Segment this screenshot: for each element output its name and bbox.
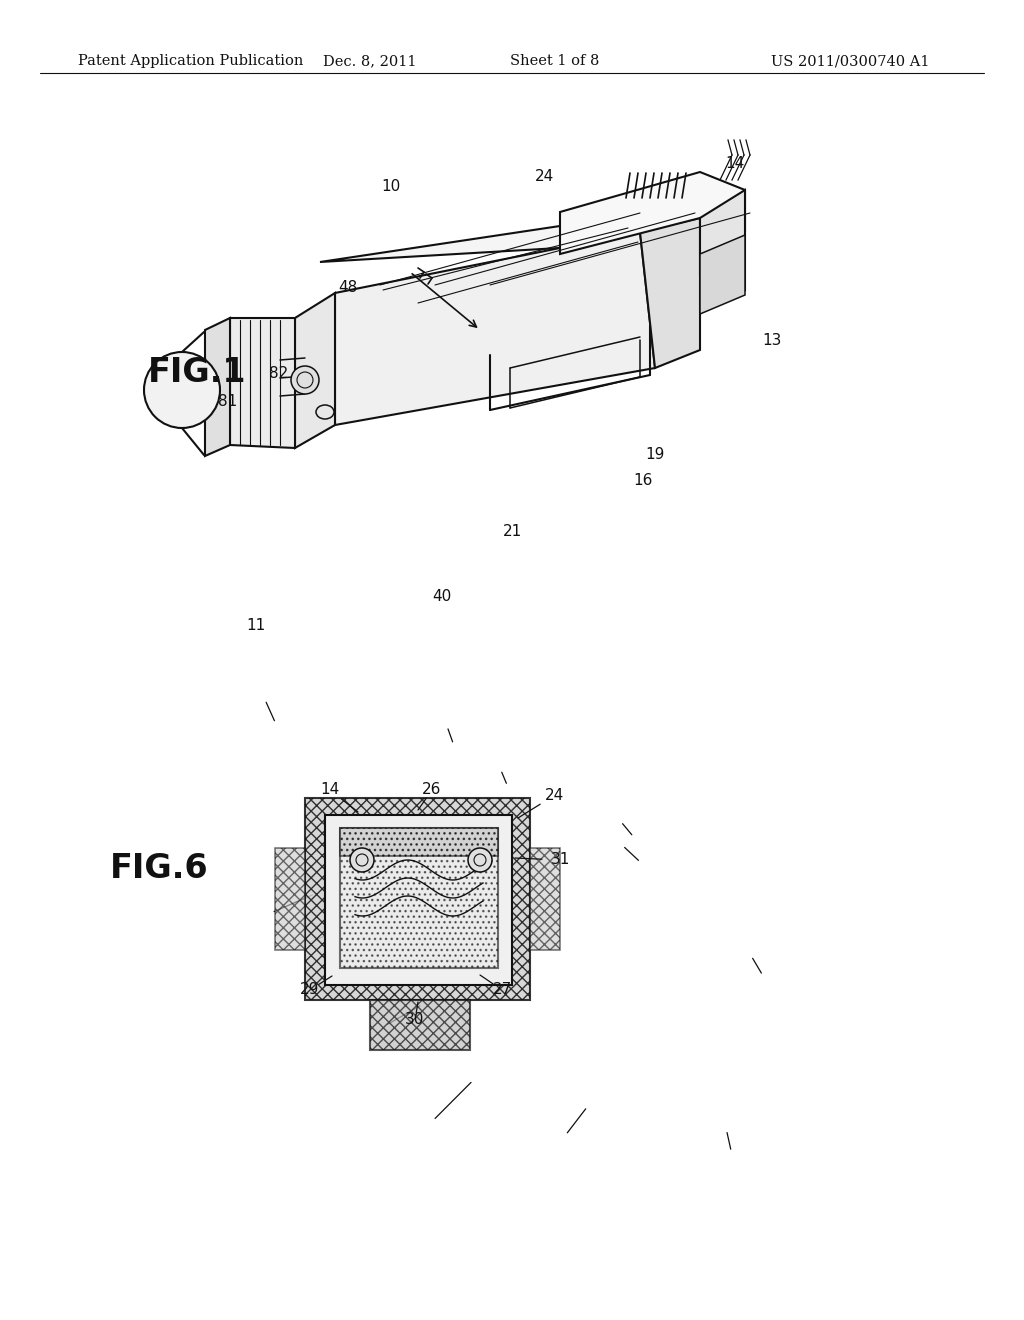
Text: 19: 19 [646,446,665,462]
Text: 14: 14 [726,156,744,172]
Polygon shape [230,318,295,447]
Polygon shape [275,847,305,950]
Polygon shape [305,799,530,1001]
Text: 81: 81 [218,393,237,409]
Circle shape [291,366,319,393]
Text: Sheet 1 of 8: Sheet 1 of 8 [510,54,600,69]
Polygon shape [205,318,230,455]
Polygon shape [700,190,745,290]
Polygon shape [640,218,700,368]
Text: 29: 29 [300,982,319,998]
Text: 24: 24 [536,169,554,185]
Text: US 2011/0300740 A1: US 2011/0300740 A1 [771,54,929,69]
Text: 16: 16 [634,473,652,488]
Text: Patent Application Publication: Patent Application Publication [78,54,303,69]
Text: 82: 82 [269,366,288,381]
Text: Dec. 8, 2011: Dec. 8, 2011 [324,54,417,69]
Text: 31: 31 [550,853,569,867]
Text: 11: 11 [247,618,265,634]
Polygon shape [295,293,335,447]
Text: 40: 40 [433,589,452,605]
Text: 10: 10 [382,178,400,194]
Text: FIG.1: FIG.1 [148,355,247,388]
Polygon shape [560,172,745,253]
Text: 21: 21 [503,524,521,540]
Circle shape [468,847,492,873]
Text: 27: 27 [493,982,512,998]
Polygon shape [319,209,730,261]
Text: 30: 30 [406,1012,425,1027]
Polygon shape [530,847,560,950]
Text: 14: 14 [321,783,340,797]
Text: 24: 24 [546,788,564,803]
Text: 26: 26 [422,783,441,797]
Ellipse shape [144,352,220,428]
Polygon shape [335,232,655,425]
Circle shape [350,847,374,873]
Polygon shape [340,828,498,968]
Polygon shape [700,235,745,314]
Polygon shape [325,814,512,985]
Text: 48: 48 [339,280,357,296]
Polygon shape [370,1001,470,1049]
Text: FIG.6: FIG.6 [110,851,209,884]
Text: 13: 13 [763,333,781,348]
Polygon shape [340,828,498,855]
